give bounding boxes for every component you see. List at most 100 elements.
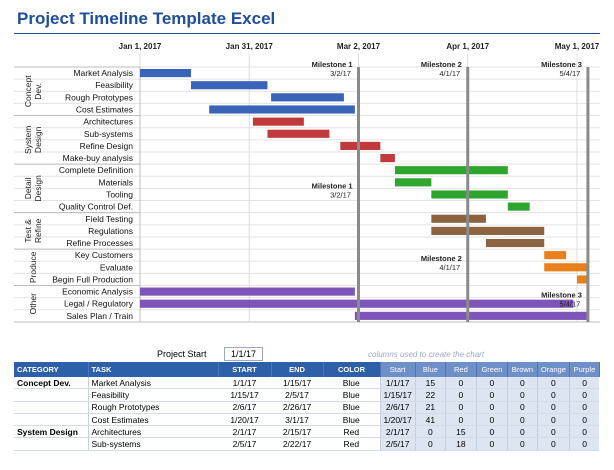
cell-color[interactable]: Blue: [323, 413, 380, 427]
cell-task[interactable]: Rough Prototypes: [87, 401, 218, 414]
cell-helper-green: 0: [475, 388, 508, 402]
cell-task[interactable]: Architectures: [87, 425, 218, 439]
task-label: Refine Design: [80, 141, 134, 151]
task-label: Key Customers: [75, 250, 133, 260]
cell-task[interactable]: Sub-systems: [87, 437, 218, 451]
task-label: Make-buy analysis: [63, 153, 133, 163]
cell-helper-orange: 0: [536, 437, 570, 451]
title-divider: [14, 33, 600, 34]
cell-helper-green: 0: [475, 377, 508, 390]
task-bar: [267, 129, 330, 138]
cell-end[interactable]: 2/22/17: [271, 437, 323, 451]
milestone-name: Milestone 1: [312, 60, 353, 69]
cell-helper-brown: 0: [506, 388, 538, 402]
cell-color[interactable]: Blue: [323, 401, 380, 414]
category-group-label: SystemDesign: [23, 126, 43, 154]
cell-task[interactable]: Market Analysis: [87, 377, 218, 390]
helper-note: columns used to create the chart: [368, 350, 485, 359]
cell-helper-orange: 0: [536, 425, 570, 439]
helper-header-orange: Orange: [537, 362, 570, 377]
cell-start[interactable]: 2/1/17: [218, 425, 271, 439]
cell-end[interactable]: 2/26/17: [271, 401, 323, 414]
x-tick-label: May 1, 2017: [555, 42, 600, 51]
cell-start[interactable]: 2/5/17: [218, 437, 271, 451]
cell-helper-start: 1/15/17: [379, 388, 416, 402]
header-color: COLOR: [323, 362, 381, 377]
task-bar: [271, 93, 344, 102]
page-title: Project Timeline Template Excel: [17, 9, 276, 28]
cell-helper-orange: 0: [536, 413, 570, 427]
task-bar: [140, 299, 574, 308]
cell-helper-brown: 0: [506, 425, 538, 439]
cell-helper-blue: 41: [414, 413, 446, 427]
task-label: Market Analysis: [73, 68, 133, 78]
cell-end[interactable]: 3/1/17: [271, 413, 323, 427]
cell-helper-orange: 0: [536, 388, 570, 402]
cell-color[interactable]: Blue: [323, 377, 380, 390]
task-label: Sub-systems: [84, 129, 133, 139]
helper-header-purple: Purple: [569, 362, 600, 377]
cell-helper-blue: 0: [414, 437, 446, 451]
cell-helper-brown: 0: [506, 401, 538, 414]
cell-helper-brown: 0: [506, 437, 538, 451]
milestone-name: Milestone 1: [312, 181, 353, 190]
milestone-name: Milestone 2: [421, 254, 462, 263]
cell-helper-red: 0: [444, 413, 477, 427]
task-bar: [544, 251, 567, 260]
milestone-name: Milestone 2: [421, 60, 462, 69]
x-tick-label: Mar 2, 2017: [337, 42, 381, 51]
cell-end[interactable]: 2/15/17: [271, 425, 323, 439]
task-bar: [340, 141, 381, 150]
category-group-label: Produce: [28, 251, 38, 283]
cell-helper-start: 2/1/17: [379, 425, 416, 439]
task-label: Begin Full Production: [52, 274, 133, 284]
x-tick-label: Jan 1, 2017: [119, 42, 162, 51]
cell-color[interactable]: Blue: [323, 388, 380, 402]
cell-end[interactable]: 1/15/17: [271, 377, 323, 390]
cell-helper-red: 0: [444, 388, 477, 402]
milestone-date: 3/2/17: [330, 190, 351, 199]
cell-helper-green: 0: [475, 413, 508, 427]
task-label: Refine Processes: [66, 238, 133, 248]
cell-helper-purple: 0: [568, 388, 600, 402]
cell-color[interactable]: Red: [323, 437, 380, 451]
project-start-input[interactable]: 1/1/17: [224, 347, 263, 361]
header-start: START: [218, 362, 272, 377]
cell-helper-red: 0: [444, 377, 477, 390]
cell-helper-blue: 21: [414, 401, 446, 414]
cell-start[interactable]: 1/20/17: [218, 413, 271, 427]
cell-helper-green: 0: [475, 437, 508, 451]
cell-category: [14, 413, 88, 427]
cell-start[interactable]: 1/15/17: [218, 388, 271, 402]
cell-helper-blue: 15: [414, 377, 446, 390]
cell-category: System Design: [14, 425, 88, 439]
task-bar: [394, 166, 508, 175]
cell-helper-blue: 0: [414, 425, 446, 439]
milestone-date: 5/4/17: [559, 300, 580, 309]
table-row: Sub-systems 2/5/17 2/22/17 Red 2/5/17 0 …: [14, 437, 600, 451]
table-row: System Design Architectures 2/1/17 2/15/…: [14, 425, 600, 439]
task-label: Legal / Regulatory: [64, 299, 134, 309]
task-label: Feasibility: [95, 80, 134, 90]
task-label: Materials: [99, 177, 133, 187]
cell-task[interactable]: Feasibility: [87, 388, 218, 402]
cell-helper-start: 1/20/17: [379, 413, 416, 427]
gantt-chart: Jan 1, 2017 Jan 31, 2017 Mar 2, 2017 Apr 1,…: [14, 42, 600, 323]
task-label: Regulations: [88, 226, 133, 236]
cell-helper-start: 2/6/17: [379, 401, 416, 414]
cell-start[interactable]: 2/6/17: [218, 401, 271, 414]
cell-helper-red: 0: [444, 401, 477, 414]
cell-task[interactable]: Cost Estimates: [87, 413, 218, 427]
cell-color[interactable]: Red: [323, 425, 380, 439]
cell-start[interactable]: 1/1/17: [218, 377, 271, 390]
task-bar: [394, 178, 432, 187]
task-bar: [544, 263, 588, 272]
milestone-name: Milestone 3: [541, 60, 582, 69]
helper-header-brown: Brown: [507, 362, 538, 377]
task-label: Cost Estimates: [76, 104, 133, 114]
cell-end[interactable]: 2/5/17: [271, 388, 323, 402]
helper-header-green: Green: [476, 362, 508, 377]
task-bar: [431, 190, 508, 199]
cell-helper-purple: 0: [568, 377, 600, 390]
header-category: CATEGORY: [14, 362, 89, 377]
